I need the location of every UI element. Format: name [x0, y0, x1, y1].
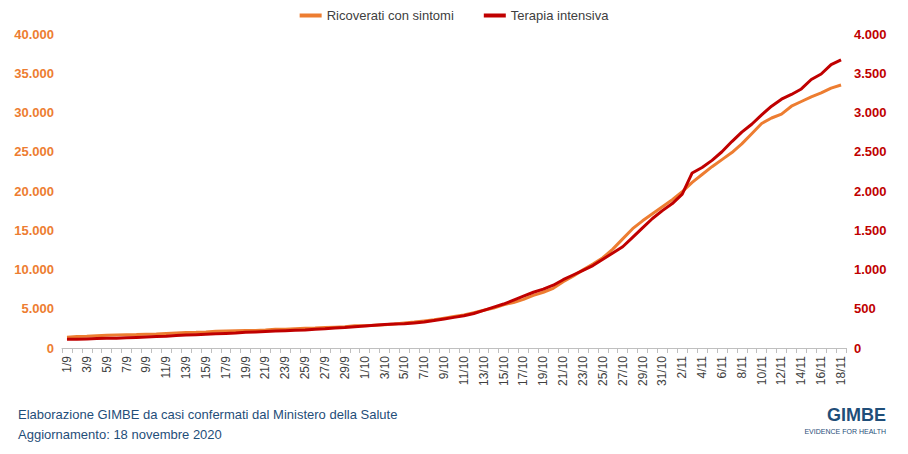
svg-text:29/9: 29/9 [338, 356, 352, 380]
svg-text:19/10: 19/10 [536, 356, 550, 386]
svg-text:10.000: 10.000 [14, 262, 54, 277]
svg-text:2/11: 2/11 [675, 356, 689, 379]
svg-text:1/10: 1/10 [358, 356, 372, 380]
svg-text:27/10: 27/10 [616, 356, 630, 386]
svg-text:23/10: 23/10 [576, 356, 590, 386]
svg-text:11/9: 11/9 [159, 356, 173, 379]
svg-text:1.500: 1.500 [854, 223, 887, 238]
svg-text:30.000: 30.000 [14, 105, 54, 120]
svg-text:5/10: 5/10 [397, 356, 411, 380]
svg-text:13/9: 13/9 [179, 356, 193, 380]
svg-text:12/11: 12/11 [774, 356, 788, 385]
svg-text:25/10: 25/10 [596, 356, 610, 386]
svg-text:0: 0 [47, 341, 54, 356]
svg-text:23/9: 23/9 [278, 356, 292, 380]
svg-text:7/9: 7/9 [120, 356, 134, 373]
svg-text:2.000: 2.000 [854, 184, 887, 199]
svg-text:25.000: 25.000 [14, 144, 54, 159]
svg-text:31/10: 31/10 [655, 356, 669, 386]
svg-text:10/11: 10/11 [755, 356, 769, 385]
svg-text:11/10: 11/10 [457, 356, 471, 385]
svg-text:15/9: 15/9 [199, 356, 213, 380]
svg-text:500: 500 [854, 301, 876, 316]
svg-text:14/11: 14/11 [794, 356, 808, 385]
svg-text:2.500: 2.500 [854, 144, 887, 159]
svg-text:0: 0 [854, 341, 861, 356]
svg-text:29/10: 29/10 [636, 356, 650, 386]
svg-text:Elaborazione GIMBE da casi con: Elaborazione GIMBE da casi confermati da… [18, 407, 397, 422]
svg-text:9/10: 9/10 [437, 356, 451, 380]
svg-text:8/11: 8/11 [735, 356, 749, 379]
svg-text:5/9: 5/9 [100, 356, 114, 373]
svg-text:3.000: 3.000 [854, 105, 887, 120]
svg-text:5.000: 5.000 [21, 301, 54, 316]
svg-text:21/10: 21/10 [556, 356, 570, 386]
svg-text:4.000: 4.000 [854, 27, 887, 42]
svg-text:1.000: 1.000 [854, 262, 887, 277]
svg-text:40.000: 40.000 [14, 27, 54, 42]
svg-text:19/9: 19/9 [239, 356, 253, 380]
svg-text:Aggiornamento: 18 novembre 202: Aggiornamento: 18 novembre 2020 [18, 427, 222, 442]
svg-text:1/9: 1/9 [60, 356, 74, 373]
svg-text:9/9: 9/9 [139, 356, 153, 373]
svg-text:20.000: 20.000 [14, 184, 54, 199]
svg-text:15/10: 15/10 [497, 356, 511, 386]
svg-text:EVIDENCE FOR HEALTH: EVIDENCE FOR HEALTH [804, 428, 886, 435]
svg-text:17/9: 17/9 [219, 356, 233, 380]
svg-text:35.000: 35.000 [14, 66, 54, 81]
svg-text:16/11: 16/11 [814, 356, 828, 385]
svg-text:3.500: 3.500 [854, 66, 887, 81]
svg-text:13/10: 13/10 [477, 356, 491, 386]
svg-text:GIMBE: GIMBE [827, 405, 886, 425]
svg-text:6/11: 6/11 [715, 356, 729, 379]
svg-text:7/10: 7/10 [417, 356, 431, 380]
svg-text:27/9: 27/9 [318, 356, 332, 380]
svg-text:Terapia intensiva: Terapia intensiva [511, 8, 609, 23]
svg-text:3/10: 3/10 [378, 356, 392, 380]
svg-text:17/10: 17/10 [516, 356, 530, 386]
svg-text:3/9: 3/9 [80, 356, 94, 373]
svg-text:Ricoverati con sintomi: Ricoverati con sintomi [327, 8, 454, 23]
svg-text:4/11: 4/11 [695, 356, 709, 379]
svg-text:15.000: 15.000 [14, 223, 54, 238]
svg-text:21/9: 21/9 [258, 356, 272, 380]
svg-text:18/11: 18/11 [834, 356, 848, 385]
svg-text:25/9: 25/9 [298, 356, 312, 380]
